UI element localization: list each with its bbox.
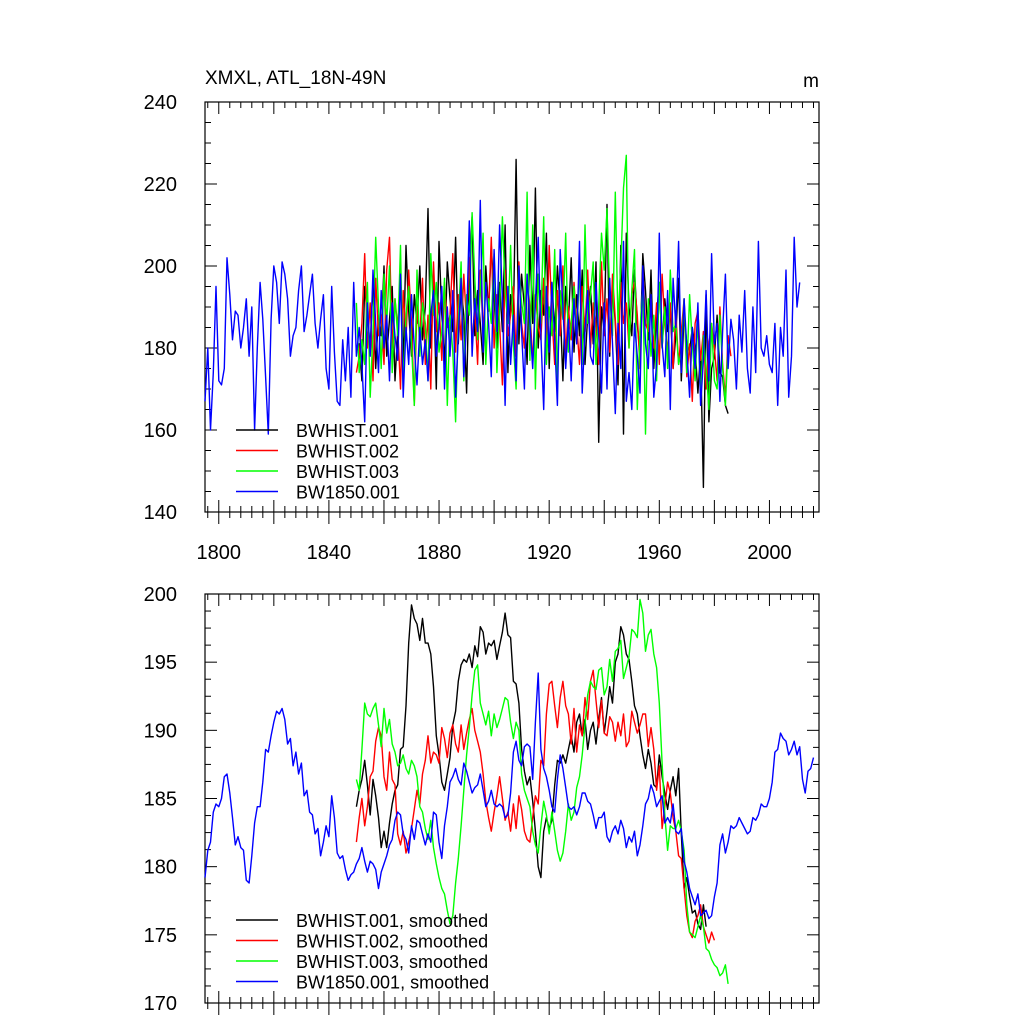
top-panel: XMXL, ATL_18N-49N m 140 160 180 200 220 240 18… — [144, 68, 820, 564]
series-line — [355, 669, 716, 944]
chart-title: XMXL, ATL_18N-49N — [205, 68, 386, 89]
y-tick-label: 200 — [144, 256, 177, 278]
legend-label: BWHIST.003, smoothed — [296, 952, 488, 972]
legend-label: BWHIST.002, smoothed — [296, 932, 488, 952]
y-tick-label: 160 — [144, 420, 177, 442]
y-tick-label: 220 — [144, 174, 177, 196]
y-tick-label: 195 — [144, 652, 177, 674]
x-tick-label: 1920 — [527, 542, 572, 564]
legend-label: BWHIST.001 — [296, 421, 399, 441]
y-tick-label: 175 — [144, 925, 177, 947]
y-tick-label: 180 — [144, 857, 177, 879]
y-tick-label: 140 — [144, 502, 177, 524]
legend-label: BWHIST.003 — [296, 462, 399, 482]
units-label: m — [803, 71, 819, 92]
x-tick-label: 1840 — [307, 542, 352, 564]
legend-label: BWHIST.001, smoothed — [296, 911, 488, 931]
x-tick-label: 2000 — [747, 542, 792, 564]
y-tick-label: 200 — [144, 584, 177, 606]
y-tick-label: 170 — [144, 993, 177, 1015]
y-tick-label: 190 — [144, 720, 177, 742]
x-tick-label: 1800 — [197, 542, 242, 564]
axes: 170 175 180 185 190 195 200 — [144, 584, 819, 1015]
series-line — [355, 604, 707, 931]
x-tick-label: 1880 — [417, 542, 462, 564]
y-tick-label: 185 — [144, 789, 177, 811]
y-tick-label: 180 — [144, 338, 177, 360]
bottom-panel: 170 175 180 185 190 195 200 BWHIST.001, smooth… — [144, 584, 820, 1015]
series-line — [204, 672, 815, 920]
series-line — [355, 598, 729, 984]
legend-label: BW1850.001, smoothed — [296, 973, 489, 993]
x-tick-label: 1960 — [637, 542, 682, 564]
axes: 140 160 180 200 220 240 1800 1840 1880 1920 1960 20… — [144, 92, 819, 564]
legend-label: BW1850.001 — [296, 483, 400, 503]
legend-label: BWHIST.002 — [296, 442, 399, 462]
series-lines — [204, 598, 815, 984]
y-tick-label: 240 — [144, 92, 177, 114]
series-line — [204, 199, 801, 435]
series-lines — [204, 154, 801, 489]
